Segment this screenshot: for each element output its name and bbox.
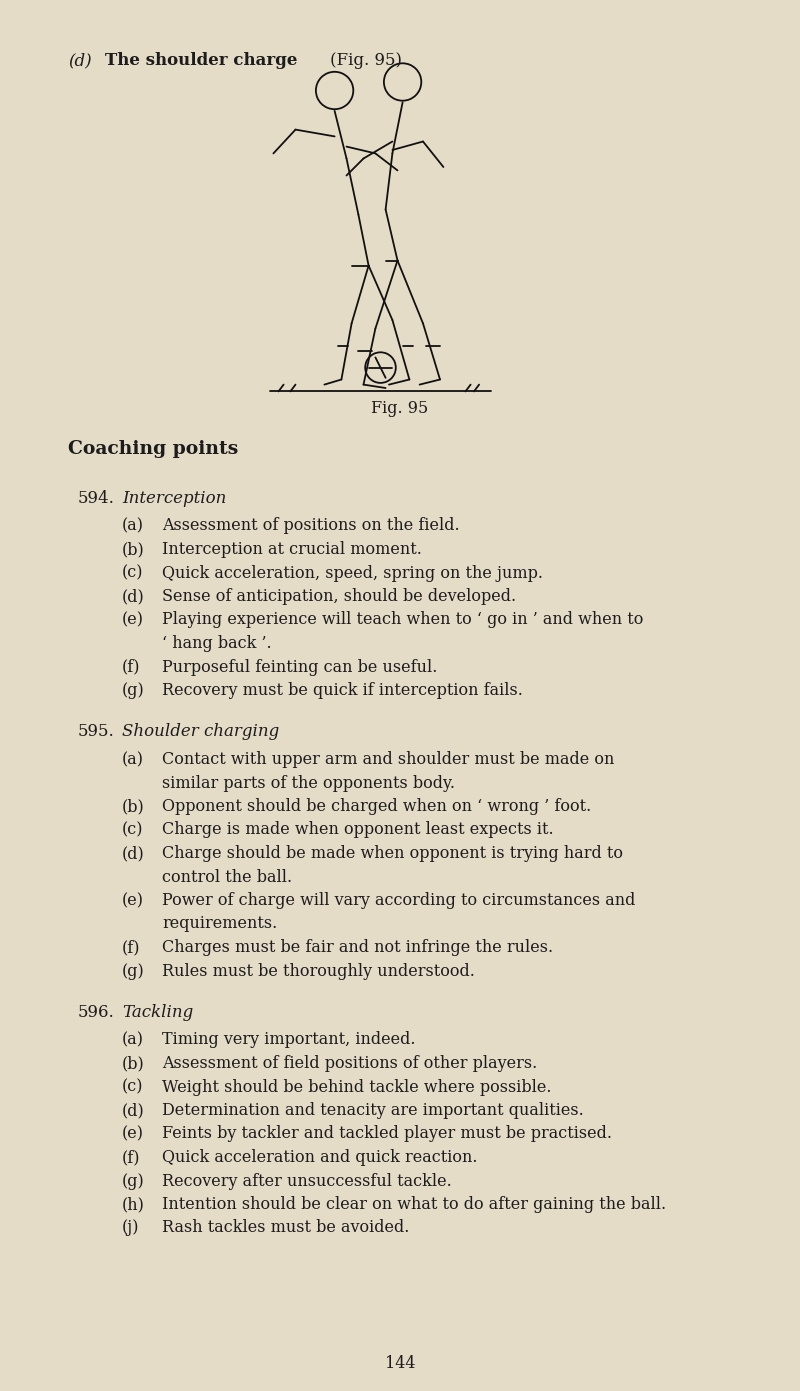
Text: (a): (a) (122, 751, 144, 768)
Text: (b): (b) (122, 541, 145, 558)
Text: Rash tackles must be avoided.: Rash tackles must be avoided. (162, 1220, 410, 1237)
Text: (d): (d) (122, 588, 145, 605)
Text: (e): (e) (122, 1125, 144, 1142)
Text: (g): (g) (122, 682, 145, 700)
Text: (d): (d) (122, 844, 145, 862)
Text: (f): (f) (122, 658, 141, 676)
Text: (g): (g) (122, 963, 145, 979)
Text: (e): (e) (122, 612, 144, 629)
Text: (c): (c) (122, 565, 143, 581)
Text: Determination and tenacity are important qualities.: Determination and tenacity are important… (162, 1102, 584, 1118)
Text: (j): (j) (122, 1220, 139, 1237)
Text: 594.: 594. (78, 490, 115, 506)
Text: (c): (c) (122, 1078, 143, 1096)
Text: Charge is made when opponent least expects it.: Charge is made when opponent least expec… (162, 822, 554, 839)
Text: Opponent should be charged when on ‘ wrong ’ foot.: Opponent should be charged when on ‘ wro… (162, 798, 591, 815)
Text: Assessment of field positions of other players.: Assessment of field positions of other p… (162, 1054, 538, 1072)
Text: (f): (f) (122, 1149, 141, 1166)
Text: Timing very important, indeed.: Timing very important, indeed. (162, 1032, 415, 1049)
Text: Contact with upper arm and shoulder must be made on: Contact with upper arm and shoulder must… (162, 751, 614, 768)
Text: The shoulder charge: The shoulder charge (105, 51, 298, 70)
Text: (g): (g) (122, 1173, 145, 1189)
Text: Interception at crucial moment.: Interception at crucial moment. (162, 541, 422, 558)
Text: Playing experience will teach when to ‘ go in ’ and when to: Playing experience will teach when to ‘ … (162, 612, 643, 629)
Text: (d): (d) (122, 1102, 145, 1118)
Text: Feints by tackler and tackled player must be practised.: Feints by tackler and tackled player mus… (162, 1125, 612, 1142)
Text: Interception: Interception (122, 490, 226, 506)
Text: (c): (c) (122, 822, 143, 839)
Text: (f): (f) (122, 939, 141, 956)
Text: Shoulder charging: Shoulder charging (122, 723, 279, 740)
Text: Weight should be behind tackle where possible.: Weight should be behind tackle where pos… (162, 1078, 551, 1096)
Text: Recovery must be quick if interception fails.: Recovery must be quick if interception f… (162, 682, 523, 700)
Text: Intention should be clear on what to do after gaining the ball.: Intention should be clear on what to do … (162, 1196, 666, 1213)
Text: Rules must be thoroughly understood.: Rules must be thoroughly understood. (162, 963, 475, 979)
Text: Purposeful feinting can be useful.: Purposeful feinting can be useful. (162, 658, 438, 676)
Text: Quick acceleration, speed, spring on the jump.: Quick acceleration, speed, spring on the… (162, 565, 543, 581)
Text: Charges must be fair and not infringe the rules.: Charges must be fair and not infringe th… (162, 939, 553, 956)
Text: Tackling: Tackling (122, 1004, 194, 1021)
Text: Coaching points: Coaching points (68, 440, 238, 458)
Text: control the ball.: control the ball. (162, 868, 292, 886)
Text: Recovery after unsuccessful tackle.: Recovery after unsuccessful tackle. (162, 1173, 452, 1189)
Text: requirements.: requirements. (162, 915, 278, 932)
Text: similar parts of the opponents body.: similar parts of the opponents body. (162, 775, 455, 791)
Text: (b): (b) (122, 1054, 145, 1072)
Text: (e): (e) (122, 892, 144, 908)
Text: (a): (a) (122, 517, 144, 534)
Text: Power of charge will vary according to circumstances and: Power of charge will vary according to c… (162, 892, 635, 908)
Text: 596.: 596. (78, 1004, 114, 1021)
Text: Quick acceleration and quick reaction.: Quick acceleration and quick reaction. (162, 1149, 478, 1166)
Text: (h): (h) (122, 1196, 145, 1213)
Text: 595.: 595. (78, 723, 114, 740)
Text: 144: 144 (385, 1355, 415, 1372)
Text: Fig. 95: Fig. 95 (371, 401, 429, 417)
Text: Charge should be made when opponent is trying hard to: Charge should be made when opponent is t… (162, 844, 623, 862)
Text: (Fig. 95): (Fig. 95) (330, 51, 402, 70)
Text: (a): (a) (122, 1032, 144, 1049)
Text: Assessment of positions on the field.: Assessment of positions on the field. (162, 517, 460, 534)
Text: (d): (d) (68, 51, 92, 70)
Text: Sense of anticipation, should be developed.: Sense of anticipation, should be develop… (162, 588, 516, 605)
Text: (b): (b) (122, 798, 145, 815)
Text: ‘ hang back ’.: ‘ hang back ’. (162, 636, 272, 652)
